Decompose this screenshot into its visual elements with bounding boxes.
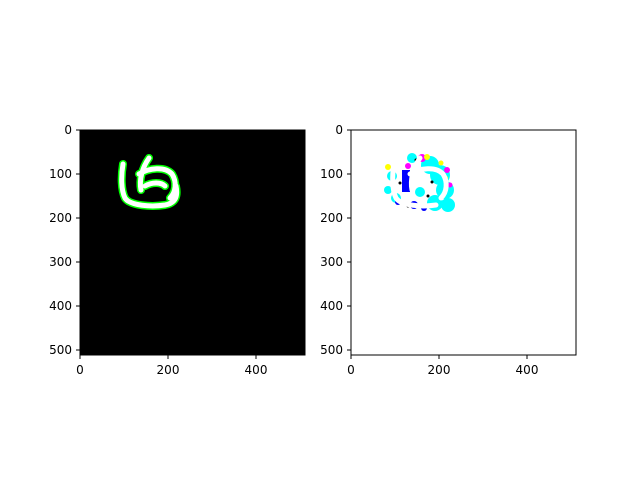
left-x-tick-labels: 0 200 400	[76, 363, 267, 377]
left-glyph	[117, 154, 181, 210]
right-ytick-200: 200	[320, 211, 343, 225]
left-y-ticks	[76, 129, 80, 351]
right-x-ticks	[350, 355, 528, 359]
right-ytick-400: 400	[320, 299, 343, 313]
right-image-panel: 0 100 200 300 400 500 0 200 400	[320, 123, 577, 377]
right-glyph	[384, 153, 455, 212]
right-image-background	[351, 130, 576, 355]
right-y-ticks	[347, 129, 351, 351]
right-ytick-0: 0	[335, 123, 343, 137]
right-ytick-500: 500	[320, 343, 343, 357]
right-xtick-400: 400	[516, 363, 539, 377]
left-image-panel: 0 100 200 300 400 500 0 200 400	[49, 123, 306, 377]
left-ytick-0: 0	[64, 123, 72, 137]
left-ytick-200: 200	[49, 211, 72, 225]
left-xtick-0: 0	[76, 363, 84, 377]
right-axes-frame	[350, 129, 577, 356]
left-ytick-300: 300	[49, 255, 72, 269]
left-xtick-400: 400	[245, 363, 268, 377]
left-ytick-400: 400	[49, 299, 72, 313]
left-axes-frame	[79, 129, 306, 356]
left-image-background	[80, 130, 305, 355]
right-ytick-300: 300	[320, 255, 343, 269]
right-x-tick-labels: 0 200 400	[347, 363, 538, 377]
left-y-tick-labels: 0 100 200 300 400 500	[49, 123, 72, 357]
left-ytick-100: 100	[49, 167, 72, 181]
right-ytick-100: 100	[320, 167, 343, 181]
right-xtick-200: 200	[428, 363, 451, 377]
right-xtick-0: 0	[347, 363, 355, 377]
left-x-ticks	[79, 355, 257, 359]
left-xtick-200: 200	[157, 363, 180, 377]
right-y-tick-labels: 0 100 200 300 400 500	[320, 123, 343, 357]
left-ytick-500: 500	[49, 343, 72, 357]
